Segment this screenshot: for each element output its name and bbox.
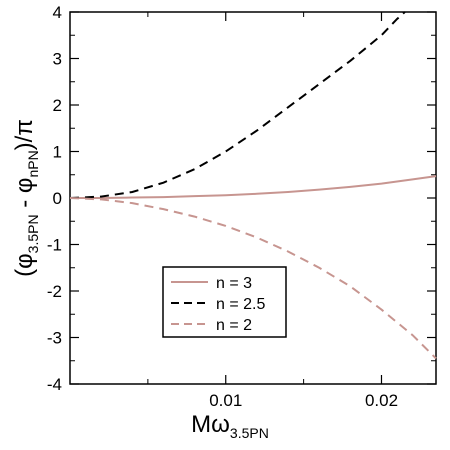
legend-label-2: n = 2.5 bbox=[216, 296, 265, 313]
y-tick-label: 3 bbox=[53, 50, 62, 69]
series-layer bbox=[69, 11, 437, 360]
y-tick-label: -4 bbox=[47, 375, 62, 394]
y-axis-label-mid: - φ bbox=[11, 178, 38, 215]
y-tick-label: 1 bbox=[53, 143, 62, 162]
legend-label-3: n = 2 bbox=[216, 317, 252, 334]
series-line-3 bbox=[69, 197, 437, 360]
y-tick-label: -2 bbox=[47, 282, 62, 301]
x-axis-label: Mω3.5PN bbox=[191, 411, 269, 441]
x-tick-label: 0.01 bbox=[209, 391, 242, 410]
x-axis-label-subscript: 3.5PN bbox=[230, 425, 269, 441]
y-axis-label-open: (φ bbox=[11, 253, 38, 277]
y-tick-label: 4 bbox=[53, 3, 62, 22]
legend-entries: n = 3 n = 2.5 n = 2 bbox=[171, 275, 265, 334]
x-axis-label-main: Mω bbox=[191, 411, 230, 438]
y-axis-label: (φ3.5PN - φnPN)/π bbox=[11, 119, 41, 277]
y-tick-label: -1 bbox=[47, 236, 62, 255]
legend: n = 3 n = 2.5 n = 2 bbox=[162, 266, 287, 338]
y-axis-label-sub2: nPN bbox=[25, 150, 41, 177]
legend-box bbox=[162, 266, 287, 338]
x-tick-label: 0.02 bbox=[365, 391, 398, 410]
y-axis-label-close: )/π bbox=[11, 119, 38, 150]
legend-label-1: n = 3 bbox=[216, 275, 252, 292]
series-line-2 bbox=[69, 11, 406, 199]
y-tick-label: 0 bbox=[53, 189, 62, 208]
y-axis-label-sub1: 3.5PN bbox=[25, 214, 41, 253]
tick-labels: 4 3 2 1 0 -1 -2 -3 -4 0.01 0.02 bbox=[47, 3, 398, 410]
series-line-1 bbox=[70, 175, 437, 199]
y-tick-label: 2 bbox=[53, 96, 62, 115]
y-tick-label: -3 bbox=[47, 329, 62, 348]
